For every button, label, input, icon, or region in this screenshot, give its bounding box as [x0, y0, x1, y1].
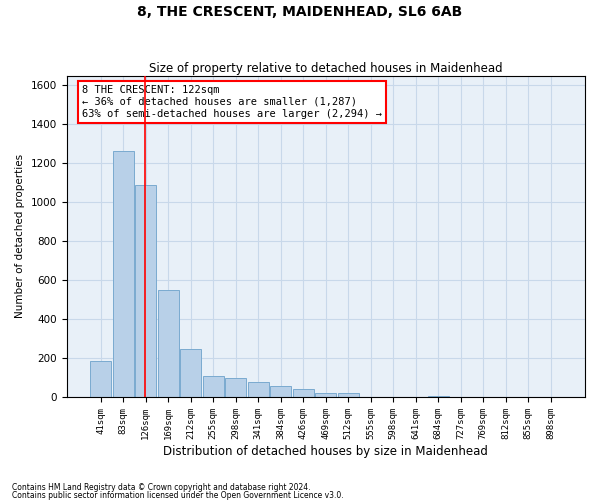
Text: 8 THE CRESCENT: 122sqm
← 36% of detached houses are smaller (1,287)
63% of semi-: 8 THE CRESCENT: 122sqm ← 36% of detached…: [82, 86, 382, 118]
Y-axis label: Number of detached properties: Number of detached properties: [15, 154, 25, 318]
Bar: [135, 184, 157, 397]
Bar: [338, 394, 359, 397]
Bar: [293, 389, 314, 397]
Text: Contains HM Land Registry data © Crown copyright and database right 2024.: Contains HM Land Registry data © Crown c…: [12, 483, 311, 492]
Bar: [225, 378, 247, 397]
Text: 8, THE CRESCENT, MAIDENHEAD, SL6 6AB: 8, THE CRESCENT, MAIDENHEAD, SL6 6AB: [137, 5, 463, 19]
Bar: [428, 396, 449, 397]
Title: Size of property relative to detached houses in Maidenhead: Size of property relative to detached ho…: [149, 62, 503, 74]
Bar: [315, 392, 337, 397]
Bar: [158, 290, 179, 397]
X-axis label: Distribution of detached houses by size in Maidenhead: Distribution of detached houses by size …: [163, 444, 488, 458]
Bar: [180, 350, 202, 397]
Text: Contains public sector information licensed under the Open Government Licence v3: Contains public sector information licen…: [12, 490, 344, 500]
Bar: [90, 361, 112, 397]
Bar: [203, 376, 224, 397]
Bar: [113, 150, 134, 397]
Bar: [270, 386, 292, 397]
Bar: [248, 382, 269, 397]
